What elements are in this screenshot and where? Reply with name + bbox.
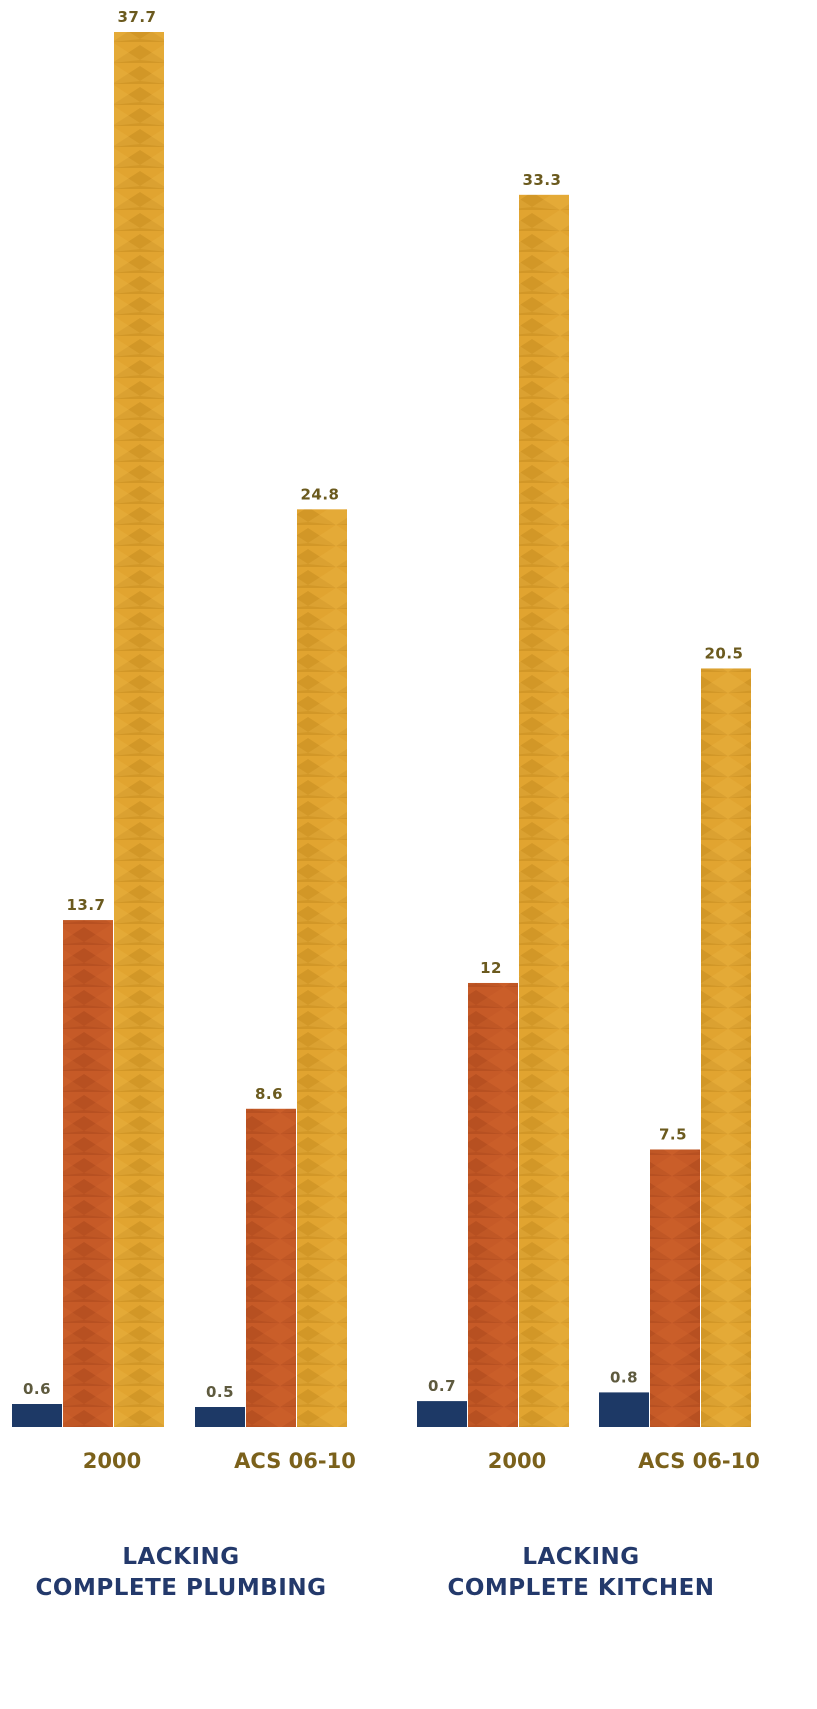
value-label: 20.5 <box>704 644 743 662</box>
group-title-line: LACKING <box>122 1544 239 1570</box>
bar-g1-c2-s2 <box>246 1108 296 1427</box>
value-label: 8.6 <box>255 1085 283 1103</box>
category-label: 2000 <box>488 1449 546 1473</box>
group-title-line: COMPLETE KITCHEN <box>447 1575 714 1601</box>
bar-g1-c1-s3 <box>114 32 164 1427</box>
bar-g1-c1-s1 <box>12 1404 62 1427</box>
bar-g1-c2-s3 <box>297 509 347 1427</box>
value-label: 37.7 <box>117 8 156 26</box>
value-label: 7.5 <box>659 1125 687 1143</box>
bar-g1-c1-s2 <box>63 920 113 1427</box>
bar-g2-c1-s1 <box>417 1401 467 1427</box>
group-title-line: LACKING <box>522 1544 639 1570</box>
bar-g2-c2-s2 <box>650 1149 700 1427</box>
bar-g2-c2-s1 <box>599 1392 649 1427</box>
category-label: ACS 06-10 <box>638 1449 760 1473</box>
value-label: 0.7 <box>428 1377 456 1395</box>
value-label: 0.8 <box>610 1368 638 1386</box>
category-label: 2000 <box>83 1449 141 1473</box>
value-label: 0.6 <box>23 1380 51 1398</box>
value-label: 12 <box>480 959 502 977</box>
bar-g2-c1-s2 <box>468 982 518 1427</box>
value-label: 33.3 <box>522 171 561 189</box>
value-label: 24.8 <box>300 485 339 503</box>
group-title-line: COMPLETE PLUMBING <box>36 1575 327 1601</box>
bar-g1-c2-s1 <box>195 1407 245 1427</box>
value-label: 0.5 <box>206 1383 234 1401</box>
category-label: ACS 06-10 <box>234 1449 356 1473</box>
bar-g2-c1-s3 <box>519 194 569 1428</box>
bar-g2-c2-s3 <box>701 668 751 1427</box>
value-label: 13.7 <box>66 896 105 914</box>
